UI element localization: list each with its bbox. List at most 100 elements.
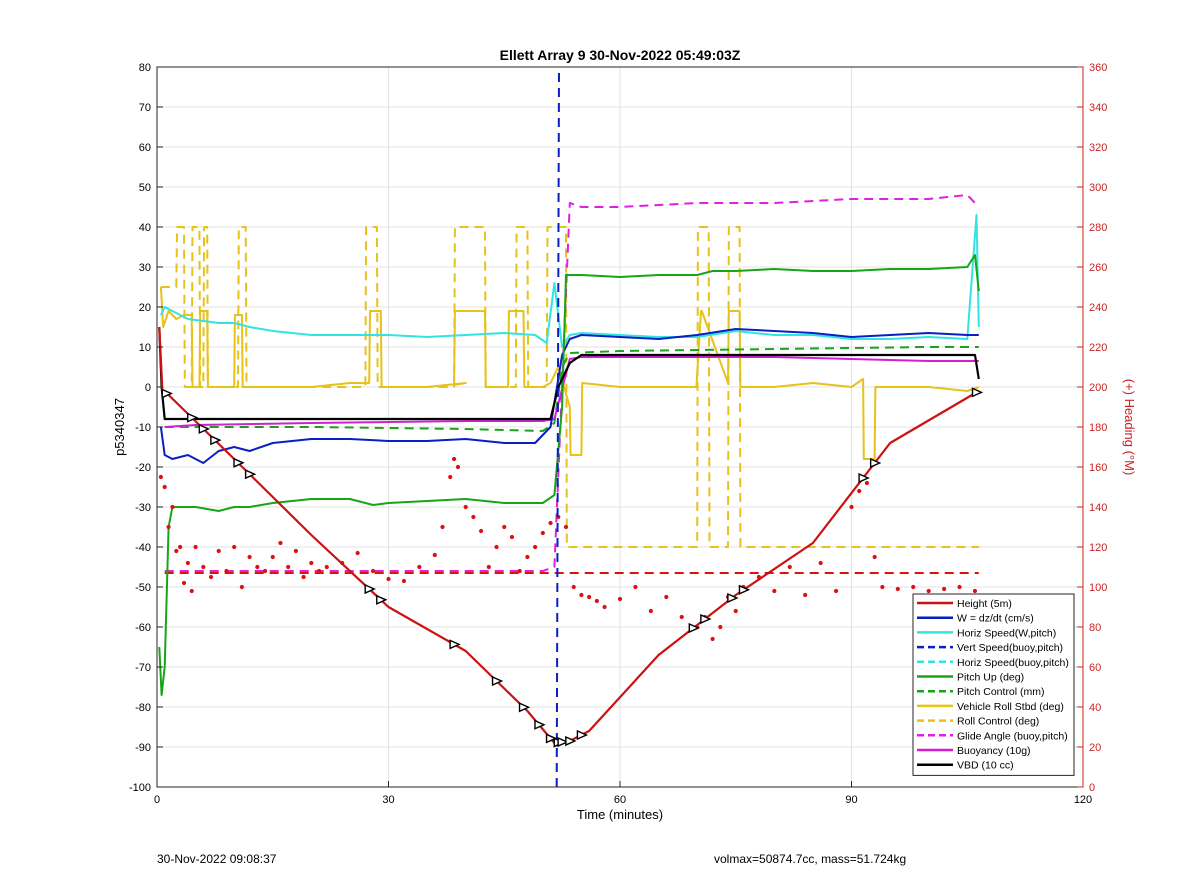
heading-point	[451, 456, 457, 462]
legend-label: Roll Control (deg)	[957, 716, 1039, 728]
height-marker	[244, 469, 257, 480]
heading-point	[479, 528, 484, 534]
heading-point	[926, 588, 931, 594]
heading-point	[432, 552, 437, 558]
heading-point	[911, 584, 916, 590]
y2-tick-label: 260	[1089, 262, 1107, 274]
y-tick-label: -50	[135, 582, 151, 594]
x-axis-ticks: 0 30 60 90 120	[154, 781, 1092, 806]
heading-point	[166, 524, 171, 530]
heading-point	[455, 464, 461, 470]
x-tick-label: 60	[614, 794, 626, 806]
y-tick-label: 10	[139, 342, 151, 354]
series-line-vbd	[158, 326, 980, 421]
heading-point	[710, 636, 715, 642]
y2-tick-label: 200	[1089, 382, 1107, 394]
y2-tick-label: 140	[1089, 502, 1107, 514]
y2-tick-label: 240	[1089, 302, 1107, 314]
heading-point	[563, 524, 569, 530]
series-line-roll	[159, 286, 980, 460]
height-markers	[161, 387, 984, 748]
height-marker	[233, 457, 245, 468]
heading-point	[193, 544, 198, 550]
y-axis-label: p5340347	[112, 398, 127, 456]
heading-point	[679, 614, 684, 620]
y2-tick-label: 60	[1089, 662, 1101, 674]
y-tick-label: -40	[135, 542, 151, 554]
y-tick-label: 0	[145, 382, 151, 394]
heading-point	[718, 624, 723, 630]
y2-axis-ticks: 0 20 40 60 80 100 120 140 160 180 200 220 240 260 280 3…	[1077, 62, 1107, 794]
heading-point	[895, 586, 900, 592]
x-tick-label: 0	[154, 794, 160, 806]
heading-point	[417, 564, 422, 570]
heading-point	[401, 578, 407, 584]
legend-label: W = dz/dt (cm/s)	[957, 613, 1034, 625]
heading-point	[648, 608, 653, 614]
heading-point	[664, 594, 669, 600]
series-line-vert-speed	[555, 66, 560, 788]
y-tick-label: -80	[135, 702, 151, 714]
y2-tick-label: 300	[1089, 182, 1107, 194]
heading-point	[602, 604, 607, 610]
heading-point	[255, 564, 260, 570]
heading-point	[239, 584, 244, 590]
chart-title: Ellett Array 9 30-Nov-2022 05:49:03Z	[500, 47, 741, 63]
heading-point	[525, 554, 530, 560]
y2-tick-label: 340	[1089, 102, 1107, 114]
heading-point	[533, 544, 538, 550]
y2-tick-label: 180	[1089, 422, 1107, 434]
heading-point	[942, 586, 947, 592]
series-line-horiz	[159, 214, 980, 348]
heading-point	[772, 588, 777, 594]
y-tick-label: 30	[139, 262, 151, 274]
y2-tick-label: 20	[1089, 742, 1101, 754]
height-marker	[557, 736, 569, 748]
legend-label: Buoyancy (10g)	[957, 745, 1031, 757]
heading-point	[278, 540, 283, 546]
heading-point	[733, 608, 738, 614]
legend-label: Pitch Up (deg)	[957, 672, 1024, 684]
y-tick-label: -60	[135, 622, 151, 634]
heading-point	[587, 594, 592, 600]
footer-timestamp: 30-Nov-2022 09:08:37	[157, 852, 277, 866]
series-line-roll-ctrl	[160, 226, 979, 548]
heading-point	[849, 504, 854, 510]
y2-tick-label: 40	[1089, 702, 1101, 714]
height-marker	[187, 412, 199, 423]
heading-point	[872, 554, 877, 560]
y-tick-label: 20	[139, 302, 151, 314]
legend: Height (5m) W = dz/dt (cm/s) Horiz Speed(W…	[912, 593, 1075, 776]
y2-tick-label: 280	[1089, 222, 1107, 234]
footer-vehicle-info: volmax=50874.7cc, mass=51.724kg	[714, 852, 907, 866]
heading-point	[309, 560, 314, 566]
heading-point	[486, 564, 491, 570]
y-tick-label: -100	[129, 782, 151, 794]
heading-point	[448, 474, 453, 480]
heading-point	[494, 544, 499, 550]
heading-point	[594, 598, 599, 604]
height-marker	[449, 639, 461, 650]
y2-tick-label: 160	[1089, 462, 1107, 474]
heading-point	[517, 568, 522, 574]
heading-point	[370, 568, 376, 574]
y2-tick-label: 220	[1089, 342, 1107, 354]
height-marker	[364, 583, 376, 595]
legend-label: Height (5m)	[957, 598, 1012, 610]
heading-point	[463, 504, 468, 510]
y-tick-label: -90	[135, 742, 151, 754]
heading-point	[355, 550, 360, 556]
height-marker	[161, 388, 173, 399]
legend-label: Glide Angle (buoy,pitch)	[957, 730, 1068, 742]
height-marker	[518, 702, 531, 713]
heading-point	[201, 564, 206, 570]
heading-point	[189, 588, 194, 594]
heading-point	[208, 574, 214, 580]
heading-point	[293, 548, 298, 554]
heading-point	[579, 592, 584, 598]
heading-point	[617, 596, 623, 602]
heading-point	[162, 484, 167, 490]
series-line-w	[159, 328, 979, 464]
heading-point	[386, 576, 391, 582]
heading-point	[232, 544, 237, 550]
